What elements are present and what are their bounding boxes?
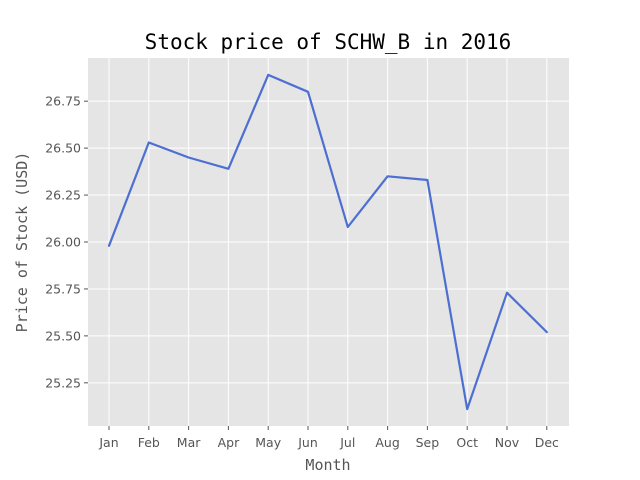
y-tick-label: 25.50 [45,328,81,343]
x-tick-label: Jul [339,435,355,450]
y-tick-label: 25.75 [45,281,81,296]
y-tick-label: 25.25 [45,375,81,390]
x-axis-label: Month [305,456,350,474]
price-series-line [107,73,548,411]
axis-ticks: 25.25 25.50 25.75 26.00 26.25 26.50 26.75 Jan Fe… [45,94,559,450]
x-tick-label: Oct [456,435,478,450]
y-tick-label: 26.50 [45,141,81,156]
y-axis-label: Price of Stock (USD) [13,152,31,333]
x-tick-label: Apr [218,435,240,450]
y-tick-label: 26.00 [45,235,81,250]
x-tick-label: Nov [495,435,520,450]
x-tick-label: Dec [535,435,559,450]
x-tick-label: May [255,435,281,450]
x-tick-label: Jun [297,435,318,450]
series [107,73,548,411]
y-tick-label: 26.75 [45,94,81,109]
x-tick-label: Jan [98,435,118,450]
x-tick-label: Sep [416,435,440,450]
x-tick-label: Aug [375,435,399,450]
chart-title: Stock price of SCHW_B in 2016 [145,30,512,54]
y-tick-label: 26.25 [45,188,81,203]
grid [88,58,569,426]
x-tick-label: Feb [138,435,160,450]
x-tick-label: Mar [177,435,201,450]
